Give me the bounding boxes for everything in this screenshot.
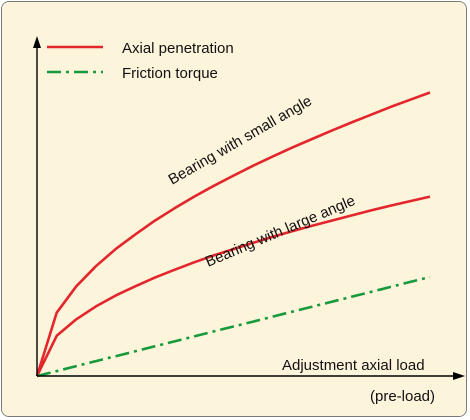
x-axis-arrowhead: [453, 372, 465, 380]
chart-background: [2, 2, 466, 416]
x-axis-label: Adjustment axial load: [282, 357, 425, 374]
series-layer: [35, 91, 431, 378]
legend-label-axial-penetration: Axial penetration: [122, 40, 234, 57]
series-line-bearing-with-large-angle: [35, 195, 431, 377]
legend-label-friction-torque: Friction torque: [122, 65, 218, 82]
y-axis-arrowhead: [33, 36, 41, 48]
x-axis-sublabel: (pre-load): [370, 388, 435, 405]
legend: Axial penetration Friction torque: [47, 40, 234, 82]
series-line-bearing-with-small-angle: [35, 91, 431, 377]
series-line-friction-torque: [36, 275, 431, 378]
